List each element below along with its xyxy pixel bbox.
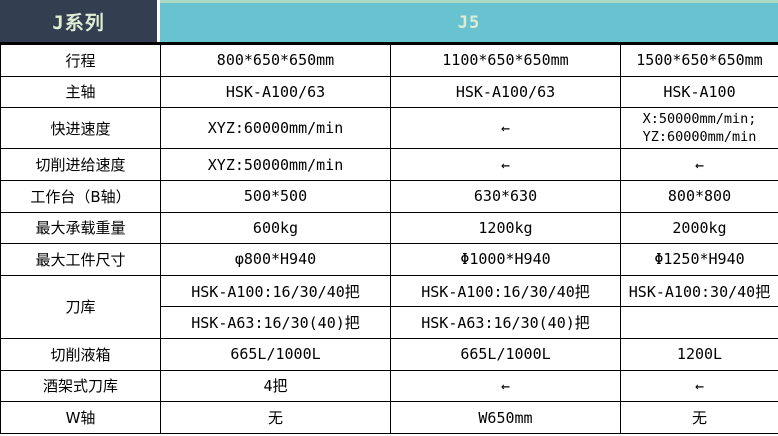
spec-cell: 1100*650*650mm xyxy=(390,44,621,77)
spec-cell: HSK-A100 xyxy=(620,75,778,109)
spec-cell: 无 xyxy=(620,401,778,434)
table-header: J系列 J5 xyxy=(0,0,778,44)
spec-cell-same-as-left: ← xyxy=(620,148,778,181)
spec-cell: 665L/1000L xyxy=(390,338,621,371)
spec-cell: HSK-A100/63 xyxy=(160,75,391,109)
spec-cell: 1500*650*650mm xyxy=(620,44,778,77)
table-row: HSK-A63:16/30(40)把 HSK-A63:16/30(40)把 xyxy=(1,306,778,339)
row-label-rapid-speed: 快进速度 xyxy=(0,107,161,150)
spec-cell: XYZ:50000mm/min xyxy=(160,148,391,181)
spec-cell: 无 xyxy=(160,401,391,434)
table-row: 刀库 HSK-A100:16/30/40把 HSK-A100:16/30/40把… xyxy=(0,274,778,340)
spec-cell: 2000kg xyxy=(620,211,778,245)
table-row: 主轴 HSK-A100/63 HSK-A100/63 HSK-A100 xyxy=(0,75,778,109)
row-label-spindle: 主轴 xyxy=(0,75,161,109)
table-row: 最大承载重量 600kg 1200kg 2000kg xyxy=(0,211,778,245)
table-row: W轴 无 W650mm 无 xyxy=(0,401,778,434)
row-label-worktable-b-axis: 工作台（B轴） xyxy=(0,179,161,213)
spec-cell: HSK-A100/63 xyxy=(390,75,621,109)
spec-cell: HSK-A63:16/30(40)把 xyxy=(160,306,391,339)
row-label-rack-tool-magazine: 酒架式刀库 xyxy=(0,369,161,403)
model-header-cell: J5 xyxy=(160,0,778,42)
spec-cell: X:50000mm/min; YZ:60000mm/min xyxy=(620,107,778,150)
spec-cell: HSK-A63:16/30(40)把 xyxy=(390,306,621,339)
spec-cell: 600kg xyxy=(160,211,391,245)
table-row: 快进速度 XYZ:60000mm/min ← X:50000mm/min; YZ… xyxy=(0,107,778,150)
spec-cell-same-as-left: ← xyxy=(390,369,621,403)
table-row: 行程 800*650*650mm 1100*650*650mm 1500*650… xyxy=(0,44,778,77)
table-row: 切削液箱 665L/1000L 665L/1000L 1200L xyxy=(0,338,778,371)
row-label-w-axis: W轴 xyxy=(0,401,161,434)
spec-cell: 1200L xyxy=(620,338,778,371)
spec-cell: 500*500 xyxy=(160,179,391,213)
spec-table: 行程 800*650*650mm 1100*650*650mm 1500*650… xyxy=(0,44,778,434)
header-divider xyxy=(157,0,160,42)
spec-cell-same-as-left: ← xyxy=(620,369,778,403)
spec-cell: 800*650*650mm xyxy=(160,44,391,77)
row-label-tool-magazine: 刀库 xyxy=(0,274,161,340)
spec-cell: Φ1000*H940 xyxy=(390,243,621,276)
spec-cell: Φ1250*H940 xyxy=(620,243,778,276)
table-row: 酒架式刀库 4把 ← ← xyxy=(0,369,778,403)
spec-cell: XYZ:60000mm/min xyxy=(160,107,391,150)
spec-cell: HSK-A100:30/40把 xyxy=(620,274,778,308)
row-label-max-load-weight: 最大承载重量 xyxy=(0,211,161,245)
row-label-coolant-tank: 切削液箱 xyxy=(0,338,161,371)
spec-cell: HSK-A100:16/30/40把 xyxy=(160,274,391,308)
spec-cell-line2: YZ:60000mm/min xyxy=(642,129,757,146)
spec-cell: 1200kg xyxy=(390,211,621,245)
row-label-max-workpiece-size: 最大工件尺寸 xyxy=(0,243,161,276)
row-label-stroke: 行程 xyxy=(0,44,161,77)
spec-cell: 665L/1000L xyxy=(160,338,391,371)
spec-cell: 630*630 xyxy=(390,179,621,213)
row-label-cutting-feed-speed: 切削进给速度 xyxy=(0,148,161,181)
table-row: 最大工件尺寸 φ800*H940 Φ1000*H940 Φ1250*H940 xyxy=(0,243,778,276)
spec-cell: W650mm xyxy=(390,401,621,434)
spec-cell: 4把 xyxy=(160,369,391,403)
spec-cell-empty xyxy=(620,306,778,339)
spec-cell-same-as-left: ← xyxy=(390,107,621,150)
table-row: 工作台（B轴） 500*500 630*630 800*800 xyxy=(0,179,778,213)
spec-cell: HSK-A100:16/30/40把 xyxy=(390,274,621,308)
spec-cell: φ800*H940 xyxy=(160,243,391,276)
table-row: 切削进给速度 XYZ:50000mm/min ← ← xyxy=(0,148,778,181)
spec-cell-same-as-left: ← xyxy=(390,148,621,181)
spec-cell: 800*800 xyxy=(620,179,778,213)
series-header-cell: J系列 xyxy=(0,0,157,42)
spec-cell-line1: X:50000mm/min; xyxy=(642,111,757,128)
